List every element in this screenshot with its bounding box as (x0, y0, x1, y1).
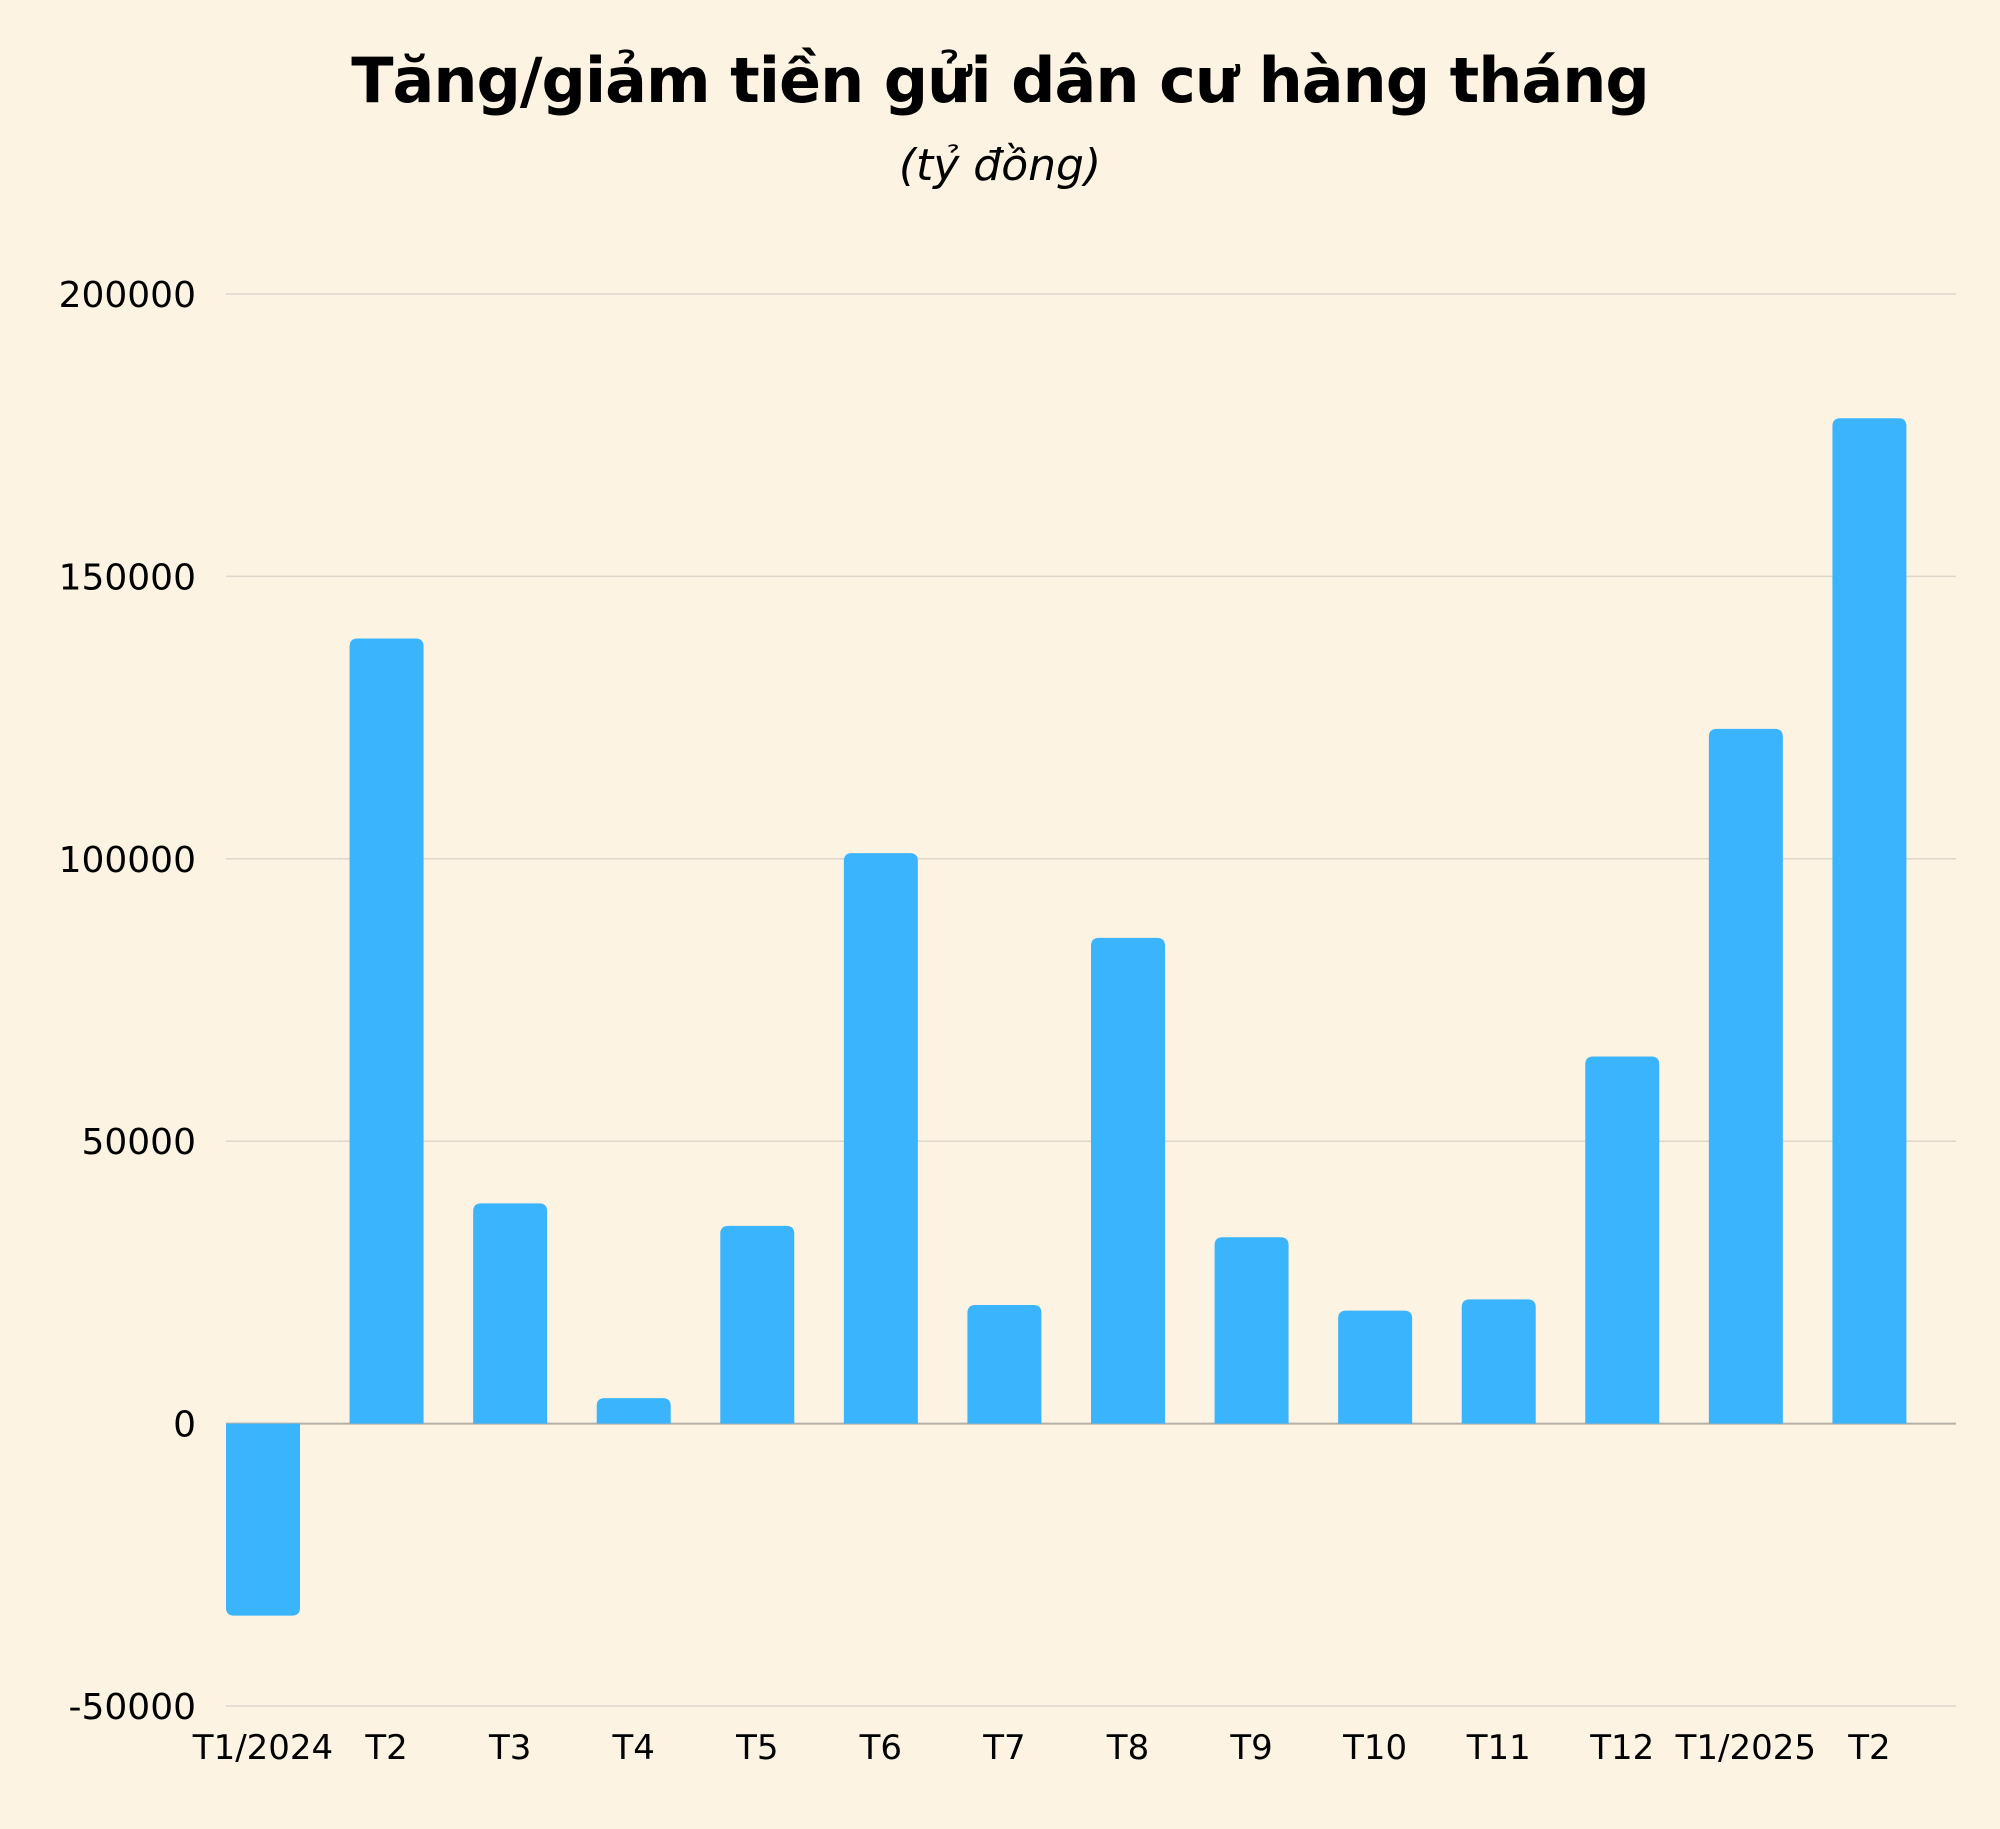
x-tick-label: T2 (1847, 1728, 1890, 1768)
y-tick-label: 0 (173, 1405, 196, 1446)
x-tick-label: T4 (612, 1728, 655, 1768)
x-tick-label: T12 (1589, 1728, 1654, 1768)
x-tick-label: T1/2025 (1675, 1728, 1816, 1768)
x-tick-label: T2 (364, 1728, 407, 1768)
bar-7 (1091, 937, 1165, 1424)
bar-9 (1338, 1310, 1413, 1424)
chart-subtitle: (tỷ đồng) (898, 140, 1102, 191)
bar-layer (226, 418, 1907, 1616)
bar-8 (1214, 1237, 1289, 1424)
x-tick-label: T3 (488, 1728, 531, 1768)
bar-4 (720, 1225, 795, 1424)
bar-13 (1832, 418, 1907, 1424)
bar-2 (473, 1203, 548, 1424)
bar-10 (1461, 1299, 1536, 1424)
chart-title: Tăng/giảm tiền gửi dân cư hàng tháng (351, 44, 1650, 117)
y-tick-label: 50000 (81, 1122, 196, 1163)
bar-0 (226, 1423, 300, 1616)
x-tick-label: T7 (982, 1728, 1025, 1768)
y-tick-label: 100000 (59, 840, 196, 881)
bar-11 (1585, 1056, 1660, 1424)
y-tick-label: -50000 (68, 1687, 196, 1728)
y-tick-label: 150000 (59, 557, 196, 598)
x-tick-label: T9 (1229, 1728, 1272, 1768)
x-tick-label: T8 (1106, 1728, 1149, 1768)
x-tick-label: T10 (1342, 1728, 1407, 1768)
bar-5 (843, 853, 918, 1424)
bar-3 (596, 1398, 671, 1424)
x-tick-label: T11 (1466, 1728, 1531, 1768)
bar-6 (967, 1304, 1042, 1424)
x-tick-label: T1/2024 (192, 1728, 333, 1768)
y-tick-label: 200000 (59, 275, 196, 316)
x-tick-label: T6 (859, 1728, 902, 1768)
x-tick-label: T5 (735, 1728, 778, 1768)
x-axis-ticks: T1/2024 T2 T3 T4 T5 T6 T7 T8 T9 T10 T11 T12 T1/2025 T… (192, 1728, 1891, 1768)
bar-12 (1708, 728, 1783, 1424)
bar-1 (349, 638, 424, 1424)
y-axis-ticks: 200000 150000 100000 50000 0 -50000 (59, 275, 196, 1728)
